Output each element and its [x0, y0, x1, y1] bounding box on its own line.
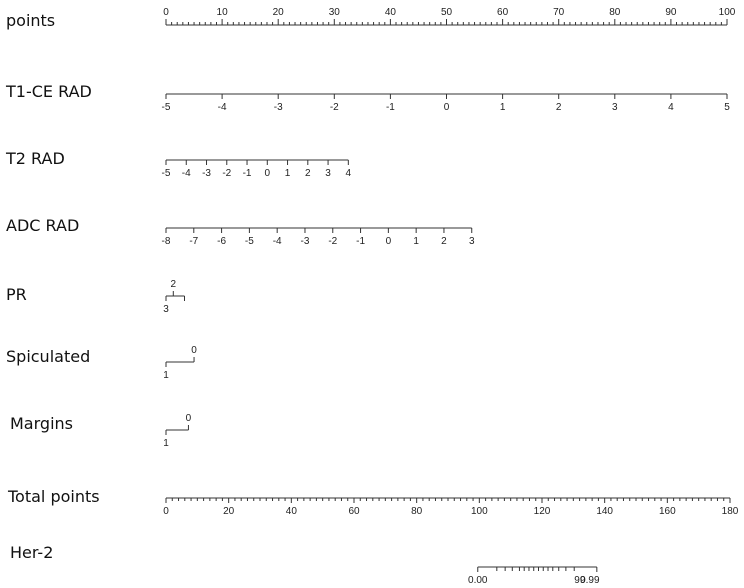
t1ce-tick-label: -3: [274, 102, 283, 113]
total-tick-label: 100: [471, 506, 488, 517]
points-tick-label: 0: [163, 7, 169, 18]
t2-tick-label: -1: [243, 168, 252, 179]
pr-label: PR: [6, 285, 27, 304]
points-tick-label: 70: [553, 7, 565, 18]
her2-tick-label: 0.00: [468, 575, 488, 586]
t1ce-tick-label: -2: [330, 102, 339, 113]
adc-tick-label: -6: [217, 236, 226, 247]
t2-tick-label: -2: [222, 168, 231, 179]
adc-tick-label: 2: [441, 236, 447, 247]
spiculated-category-label: 0: [191, 345, 197, 356]
total-tick-label: 80: [411, 506, 423, 517]
points-tick-label: 20: [273, 7, 285, 18]
her2-tick-label: 0.99: [580, 575, 600, 586]
t1ce-tick-label: 0: [444, 102, 450, 113]
points-label: points: [6, 11, 55, 30]
adc-tick-label: -2: [328, 236, 337, 247]
total-tick-label: 60: [348, 506, 360, 517]
t2-tick-label: 0: [265, 168, 271, 179]
total-tick-label: 120: [534, 506, 551, 517]
adc-tick-label: 3: [469, 236, 475, 247]
total-tick-label: 160: [659, 506, 676, 517]
t1ce-tick-label: 5: [724, 102, 730, 113]
margins-category-label: 1: [163, 438, 169, 449]
spiculated-label: Spiculated: [6, 347, 90, 366]
adc-tick-label: -1: [356, 236, 365, 247]
margins-category-label: 0: [186, 413, 192, 424]
total-tick-label: 180: [722, 506, 739, 517]
points-tick-label: 100: [719, 7, 736, 18]
adc-tick-label: -3: [301, 236, 310, 247]
points-tick-label: 30: [329, 7, 341, 18]
t1ce-tick-label: -5: [162, 102, 171, 113]
t1ce-tick-label: -4: [218, 102, 227, 113]
adc-label: ADC RAD: [6, 216, 79, 235]
t2-tick-label: 3: [325, 168, 331, 179]
t1ce-tick-label: 4: [668, 102, 674, 113]
adc-tick-label: -8: [162, 236, 171, 247]
adc-tick-label: 0: [386, 236, 392, 247]
pr-category-label: 2: [171, 279, 177, 290]
t1ce-tick-label: 2: [556, 102, 562, 113]
points-tick-label: 10: [217, 7, 229, 18]
t1ce-tick-label: 3: [612, 102, 618, 113]
adc-tick-label: 1: [413, 236, 419, 247]
adc-tick-label: -7: [189, 236, 198, 247]
adc-tick-label: -4: [273, 236, 282, 247]
spiculated-category-label: 1: [163, 370, 169, 381]
t2-tick-label: -3: [202, 168, 211, 179]
total-tick-label: 20: [223, 506, 235, 517]
points-tick-label: 40: [385, 7, 397, 18]
t2-tick-label: -4: [182, 168, 191, 179]
total-tick-label: 0: [163, 506, 169, 517]
her2-tick-label: 99: [574, 575, 586, 586]
points-tick-label: 90: [665, 7, 677, 18]
pr-category-label: 3: [163, 304, 169, 315]
adc-tick-label: -5: [245, 236, 254, 247]
t2-tick-label: 1: [285, 168, 291, 179]
total-tick-label: 40: [286, 506, 298, 517]
t1ce-tick-label: 1: [500, 102, 506, 113]
points-tick-label: 60: [497, 7, 509, 18]
her2-label: Her-2: [10, 543, 53, 562]
total-label: Total points: [7, 487, 100, 506]
t2-tick-label: 2: [305, 168, 311, 179]
t1ce-tick-label: -1: [386, 102, 395, 113]
t1ce-label: T1-CE RAD: [5, 82, 92, 101]
t2-tick-label: -5: [162, 168, 171, 179]
points-tick-label: 50: [441, 7, 453, 18]
t2-tick-label: 4: [346, 168, 352, 179]
margins-label: Margins: [10, 414, 73, 433]
t2-label: T2 RAD: [5, 149, 65, 168]
points-tick-label: 80: [609, 7, 621, 18]
total-tick-label: 140: [596, 506, 613, 517]
